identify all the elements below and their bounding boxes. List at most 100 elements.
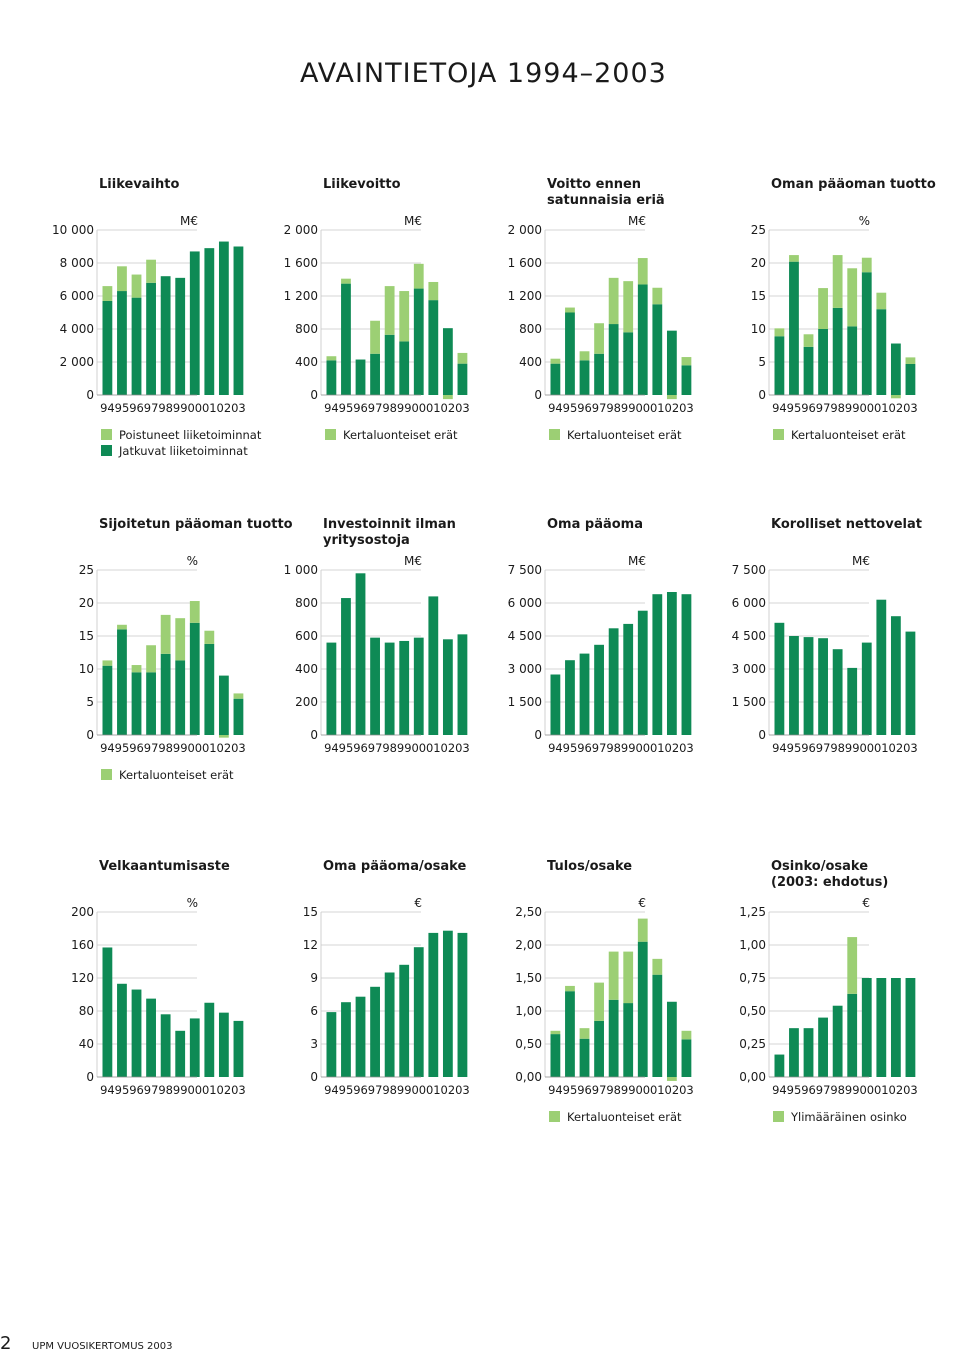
x-tick-label: 01: [650, 1083, 665, 1097]
x-tick-label: 97: [368, 401, 383, 415]
x-tick-label: 98: [382, 1083, 397, 1097]
legend-swatch: [101, 429, 112, 440]
y-tick-label: 12: [303, 938, 318, 952]
x-tick-label: 94: [548, 401, 563, 415]
y-tick-label: 15: [303, 905, 318, 919]
y-tick-label: 200: [71, 905, 94, 919]
x-tick-label: 95: [787, 1083, 802, 1097]
x-tick-label: 01: [426, 1083, 441, 1097]
bar-oma-paaoma-osake: [326, 1012, 337, 1077]
y-tick-label: 15: [79, 629, 94, 643]
x-tick-label: 95: [339, 401, 354, 415]
bar-oma-paaoma: [550, 674, 561, 735]
y-tick-label: 0,75: [739, 971, 766, 985]
x-tick-label: 98: [158, 741, 173, 755]
bar-velkaantumisaste: [204, 1002, 215, 1077]
bar-jatkuvat-liiketoiminnat: [131, 297, 142, 395]
x-tick-label: 01: [426, 401, 441, 415]
bar-liikevoitto: [370, 353, 380, 395]
bar-oman-paaoman-tuotto: [832, 307, 843, 395]
page-title: AVAINTIETOJA 1994–2003: [300, 58, 667, 89]
x-tick-label: 00: [635, 401, 650, 415]
bar-kertaluonteiset-erat: [565, 307, 575, 313]
x-tick-label: 02: [889, 741, 904, 755]
bar-kertaluonteiset-erat: [102, 660, 113, 666]
x-tick-label: 03: [455, 741, 470, 755]
bar-kertaluonteiset-erat: [594, 323, 604, 354]
y-tick-label: 0: [86, 1070, 94, 1084]
x-tick-label: 96: [129, 741, 144, 755]
y-tick-label: 3: [310, 1037, 318, 1051]
y-tick-label: 0: [758, 388, 766, 402]
y-tick-label: 0,00: [515, 1070, 542, 1084]
x-tick-label: 94: [324, 741, 339, 755]
y-tick-label: 2,00: [515, 938, 542, 952]
chart-title-line: (2003: ehdotus): [771, 875, 888, 890]
y-tick-label: 5: [86, 695, 94, 709]
bar-liikevoitto: [442, 328, 453, 395]
x-tick-label: 94: [772, 1083, 787, 1097]
chart-title-line: Investoinnit ilman: [323, 517, 456, 532]
bar-kertaluonteiset-erat: [681, 1030, 692, 1040]
bar-osinko-osake: [847, 993, 858, 1077]
bar-kertaluonteiset-erat: [175, 618, 186, 661]
bar-kertaluonteiset-erat: [370, 320, 380, 354]
bar-velkaantumisaste: [117, 983, 127, 1077]
y-tick-label: 400: [295, 662, 318, 676]
y-tick-label: 2,50: [515, 905, 542, 919]
unit-label: M€: [404, 554, 422, 568]
y-tick-label: 0,50: [515, 1037, 542, 1051]
y-tick-label: 20: [751, 256, 766, 270]
x-tick-label: 96: [353, 401, 368, 415]
bar-oma-paaoma: [565, 660, 575, 735]
x-tick-label: 99: [397, 1083, 412, 1097]
bar-tulos-osake: [666, 1001, 677, 1077]
x-tick-label: 96: [801, 1083, 816, 1097]
x-tick-label: 94: [772, 741, 787, 755]
x-tick-label: 02: [665, 741, 680, 755]
x-tick-label: 00: [187, 1083, 202, 1097]
bar-kertaluonteiset-erat: [457, 352, 468, 364]
x-tick-label: 97: [816, 741, 831, 755]
y-tick-label: 1,50: [515, 971, 542, 985]
x-tick-label: 95: [339, 1083, 354, 1097]
bar-voitto-ennen-satunnaisia-eria: [652, 304, 663, 395]
bar-oma-paaoma: [681, 594, 692, 735]
bar-kertaluonteiset-erat: [847, 268, 858, 327]
y-tick-label: 25: [751, 223, 766, 237]
x-tick-label: 03: [903, 1083, 918, 1097]
unit-label: M€: [180, 214, 198, 228]
x-tick-label: 96: [577, 1083, 592, 1097]
bar-liikevoitto: [413, 288, 424, 395]
x-tick-label: 94: [324, 1083, 339, 1097]
bar-kertaluonteiset-erat: [789, 255, 799, 262]
bar-voitto-ennen-satunnaisia-eria: [623, 332, 634, 395]
x-tick-label: 01: [202, 401, 217, 415]
bar-tulos-osake: [623, 1003, 634, 1077]
bar-voitto-ennen-satunnaisia-eria: [666, 330, 677, 395]
legend-swatch: [773, 429, 784, 440]
x-tick-label: 99: [173, 401, 188, 415]
bar-osinko-osake: [876, 978, 887, 1077]
x-tick-label: 95: [787, 401, 802, 415]
x-tick-label: 00: [635, 1083, 650, 1097]
y-tick-label: 0: [310, 388, 318, 402]
bar-osinko-osake: [818, 1017, 828, 1077]
bar-sijoitetun-paaoman-tuotto: [117, 629, 127, 735]
bar-voitto-ennen-satunnaisia-eria: [565, 312, 575, 395]
chart-title-line: Tulos/osake: [547, 859, 632, 874]
bar-kertaluonteiset-erat: [608, 951, 619, 1000]
bar-oma-paaoma: [637, 610, 648, 735]
x-tick-label: 03: [903, 401, 918, 415]
y-tick-label: 25: [79, 563, 94, 577]
x-tick-label: 95: [339, 741, 354, 755]
legend-label: Kertaluonteiset erät: [791, 428, 906, 442]
bar-osinko-osake: [803, 1028, 814, 1077]
bar-sijoitetun-paaoman-tuotto: [218, 675, 229, 735]
y-tick-label: 400: [519, 355, 542, 369]
y-tick-label: 120: [71, 971, 94, 985]
y-tick-label: 4 500: [508, 629, 542, 643]
bar-poistuneet-liiketoiminnat: [117, 266, 127, 292]
bar-tulos-osake: [608, 999, 619, 1077]
legend-label: Kertaluonteiset erät: [567, 428, 682, 442]
